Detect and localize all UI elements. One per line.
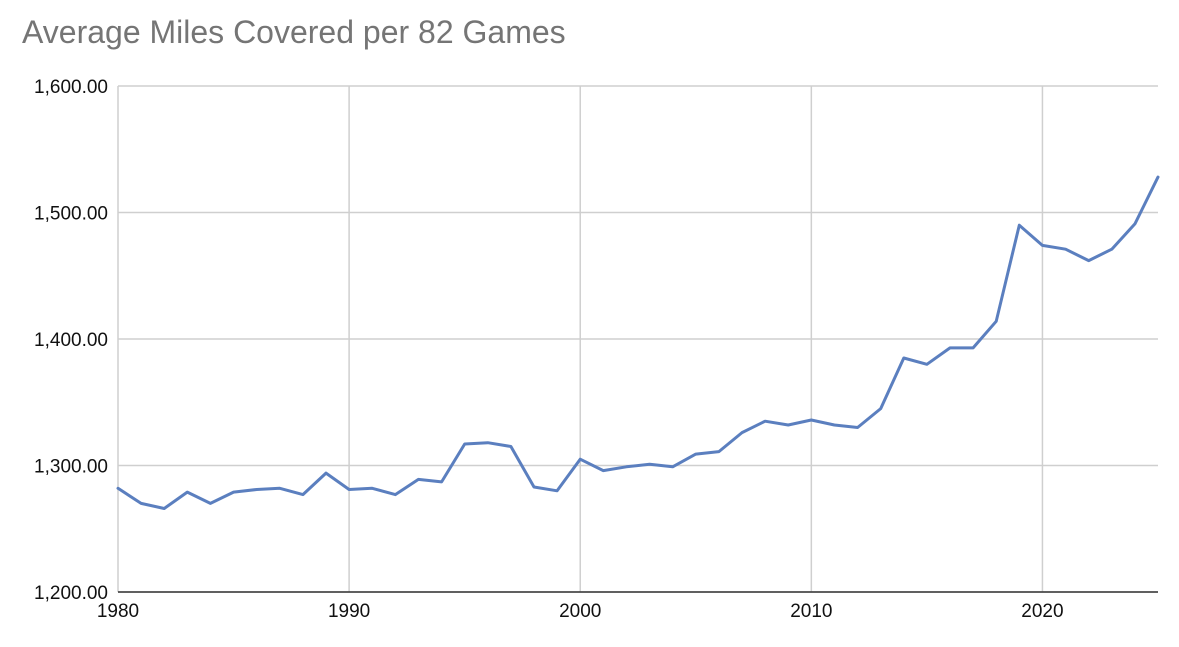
data-point <box>1156 175 1160 179</box>
data-point <box>1040 243 1044 247</box>
x-tick-label: 2010 <box>790 601 832 622</box>
data-point <box>555 489 559 493</box>
data-point <box>255 488 259 492</box>
data-point <box>116 486 120 490</box>
series-layer <box>116 175 1160 510</box>
data-point <box>948 346 952 350</box>
y-tick-label: 1,400.00 <box>34 330 108 351</box>
data-point <box>1087 259 1091 263</box>
tick-labels: 1,200.00 1,300.00 1,400.00 1,500.00 1,600.00… <box>34 77 1064 622</box>
data-point <box>624 465 628 469</box>
y-tick-label: 1,600.00 <box>34 77 108 98</box>
y-tick-label: 1,500.00 <box>34 204 108 225</box>
data-point <box>856 426 860 430</box>
data-point <box>532 485 536 489</box>
data-point <box>648 462 652 466</box>
chart-title: Average Miles Covered per 82 Games <box>22 14 566 50</box>
data-point <box>324 471 328 475</box>
data-point <box>879 407 883 411</box>
data-point <box>393 493 397 497</box>
grid <box>117 85 1158 593</box>
data-point <box>971 346 975 350</box>
data-point <box>601 469 605 473</box>
data-point <box>370 486 374 490</box>
y-tick-label: 1,200.00 <box>34 583 108 604</box>
data-point <box>740 431 744 435</box>
x-tick-label: 1990 <box>328 601 370 622</box>
data-point <box>509 445 513 449</box>
data-point <box>1133 222 1137 226</box>
data-point <box>994 319 998 323</box>
data-point <box>278 486 282 490</box>
data-point <box>486 441 490 445</box>
data-point <box>786 423 790 427</box>
data-point <box>763 419 767 423</box>
x-tick-label: 2000 <box>559 601 601 622</box>
data-point <box>139 501 143 505</box>
data-point <box>208 501 212 505</box>
data-point <box>717 450 721 454</box>
data-point <box>925 362 929 366</box>
x-tick-label: 1980 <box>97 601 139 622</box>
data-point <box>185 490 189 494</box>
data-point <box>832 423 836 427</box>
data-point <box>162 507 166 511</box>
x-tick-label: 2020 <box>1021 601 1063 622</box>
data-point <box>301 493 305 497</box>
data-point <box>416 477 420 481</box>
data-point <box>1064 247 1068 251</box>
y-tick-label: 1,300.00 <box>34 457 108 478</box>
data-point <box>463 442 467 446</box>
series-line <box>116 175 1160 510</box>
data-point <box>1017 223 1021 227</box>
data-point <box>347 488 351 492</box>
data-point <box>671 465 675 469</box>
data-point <box>578 457 582 461</box>
data-point <box>232 490 236 494</box>
data-point <box>902 356 906 360</box>
data-point <box>1110 247 1114 251</box>
data-point <box>440 480 444 484</box>
data-point <box>694 452 698 456</box>
data-point <box>809 418 813 422</box>
